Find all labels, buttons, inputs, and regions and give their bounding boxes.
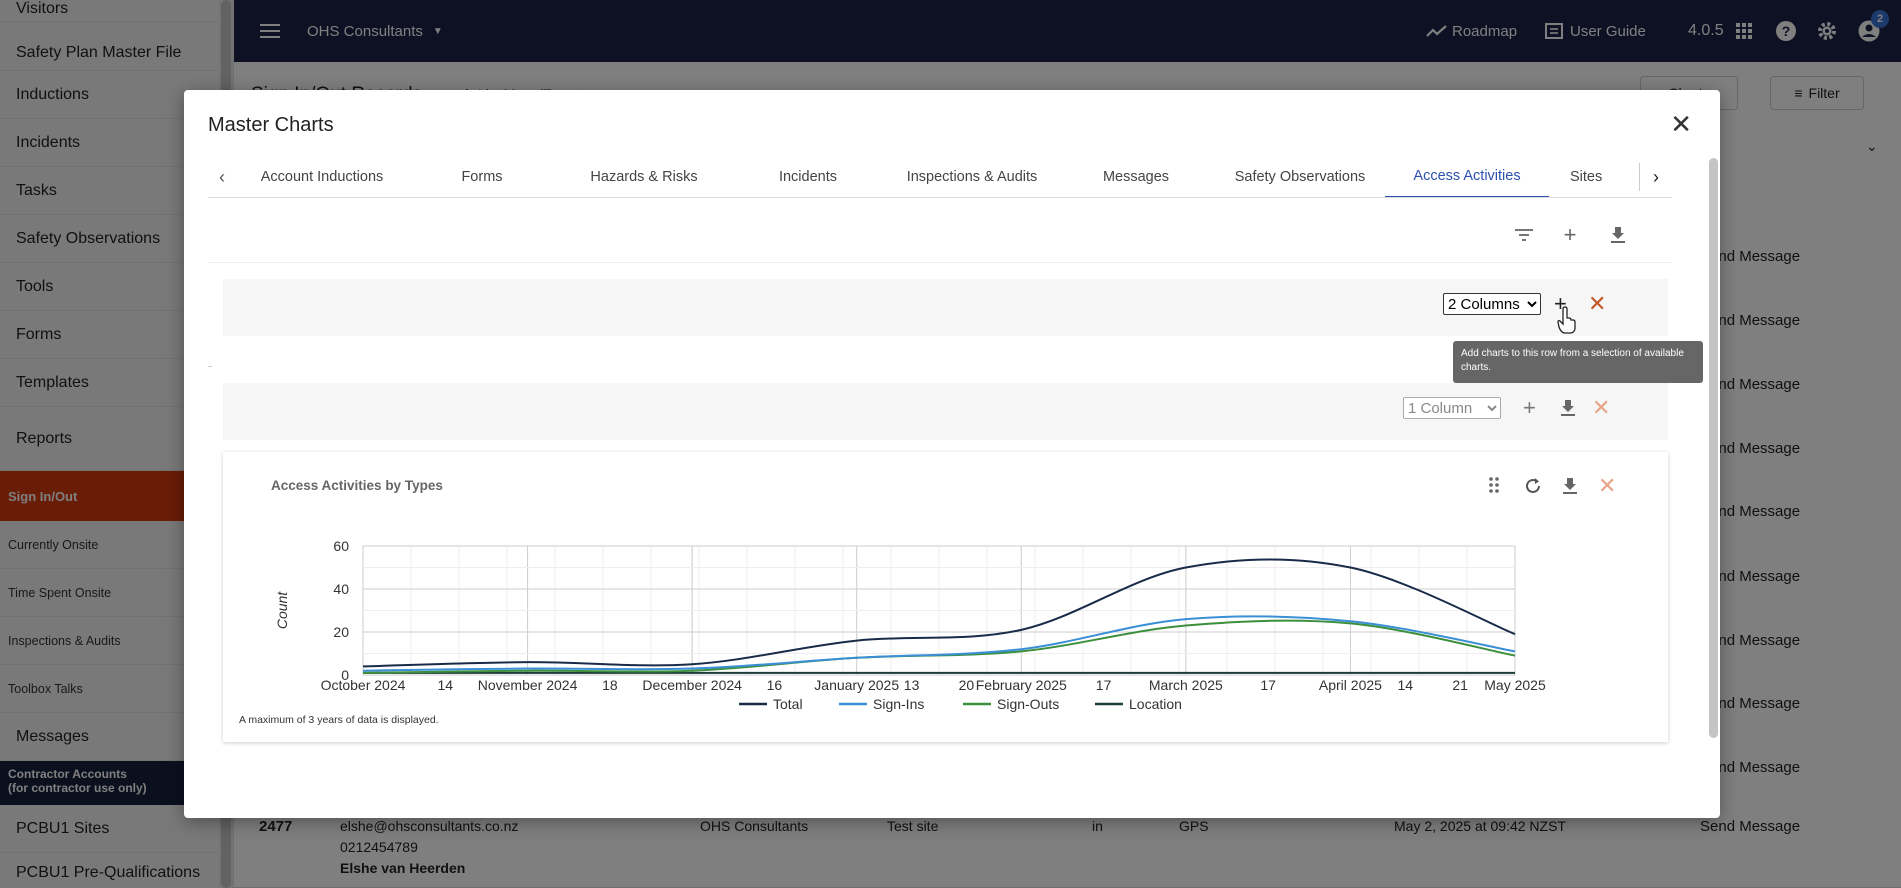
- master-charts-modal: Master Charts ✕ ‹ Account Inductions For…: [184, 90, 1720, 818]
- tab-label: Account Inductions: [260, 169, 384, 185]
- tab-label: Messages: [1102, 169, 1170, 185]
- x-tick-label: 14: [1397, 677, 1413, 693]
- x-tick-label: 13: [904, 677, 920, 693]
- x-tick-label: 17: [1096, 677, 1112, 693]
- chart-footnote: A maximum of 3 years of data is displaye…: [239, 714, 439, 726]
- remove-row-icon[interactable]: ✕: [1588, 291, 1607, 316]
- download-icon[interactable]: [1563, 478, 1577, 499]
- tab-safety-observations[interactable]: Safety Observations: [1218, 156, 1382, 197]
- x-tick-label: March 2025: [1149, 677, 1223, 693]
- x-tick-label: 17: [1260, 677, 1276, 693]
- legend-label: Total: [773, 696, 803, 712]
- download-icon[interactable]: [1605, 222, 1631, 248]
- tab-incidents[interactable]: Incidents: [726, 156, 890, 197]
- x-tick-label: 20: [959, 677, 975, 693]
- tab-label: Sites: [1570, 169, 1603, 185]
- modal-scroll-thumb[interactable]: [1709, 158, 1718, 738]
- divider: [208, 366, 212, 367]
- y-tick-label: 0: [341, 667, 349, 683]
- x-tick-label: 21: [1452, 677, 1468, 693]
- y-tick-label: 20: [333, 624, 349, 640]
- chevron-left-icon[interactable]: ‹: [219, 166, 225, 187]
- tab-messages[interactable]: Messages: [1054, 156, 1218, 197]
- modal-scrollbar[interactable]: [1708, 158, 1720, 738]
- chart-card: Access Activities by Types ✕ 0 20 40 60 Coun…: [223, 452, 1668, 742]
- series-line-sign-ins: [362, 615, 1516, 672]
- legend-label: Sign-Outs: [997, 696, 1059, 712]
- hand-cursor-icon: [1557, 306, 1576, 334]
- tab-inspections-audits[interactable]: Inspections & Audits: [890, 156, 1054, 197]
- chart-row-2: 1 Column + ✕: [223, 383, 1668, 440]
- chevron-right-icon[interactable]: ›: [1640, 156, 1672, 197]
- x-tick-label: 14: [437, 677, 453, 693]
- tab-label: Safety Observations: [1234, 169, 1366, 185]
- x-tick-label: April 2025: [1319, 677, 1382, 693]
- x-tick-label: February 2025: [976, 677, 1067, 693]
- chart-tabs: ‹ Account Inductions Forms Hazards & Ris…: [208, 156, 1672, 198]
- y-tick-label: 60: [333, 538, 349, 554]
- filter-icon[interactable]: [1511, 222, 1537, 248]
- add-chart-icon[interactable]: +: [1523, 395, 1536, 420]
- y-axis-label: Count: [274, 591, 290, 629]
- download-icon[interactable]: [1561, 400, 1575, 421]
- tab-account-inductions[interactable]: Account Inductions: [242, 156, 402, 197]
- add-charts-tooltip: Add charts to this row from a selection …: [1453, 341, 1703, 383]
- row2-columns-select[interactable]: 1 Column: [1403, 397, 1501, 419]
- tab-access-activities[interactable]: Access Activities: [1385, 156, 1549, 197]
- refresh-icon[interactable]: [1523, 476, 1543, 501]
- divider: [208, 262, 1672, 263]
- tab-label: Forms: [461, 169, 503, 185]
- legend-label: Sign-Ins: [873, 696, 924, 712]
- x-tick-label: December 2024: [642, 677, 742, 693]
- tab-sites[interactable]: Sites: [1560, 163, 1640, 191]
- modal-title: Master Charts: [208, 114, 334, 136]
- x-tick-label: May 2025: [1484, 677, 1546, 693]
- drag-handle-icon[interactable]: [1488, 476, 1500, 499]
- series-line-total: [362, 558, 1516, 668]
- add-row-icon[interactable]: +: [1563, 222, 1577, 247]
- close-icon[interactable]: ✕: [1670, 109, 1692, 139]
- line-chart: 0 20 40 60 Count October 2024 14 November 2024 1…: [274, 538, 1546, 712]
- tab-hazards-risks[interactable]: Hazards & Risks: [562, 156, 726, 197]
- row1-columns-select[interactable]: 2 Columns: [1443, 293, 1541, 315]
- x-tick-label: October 2024: [321, 677, 406, 693]
- legend-label: Location: [1129, 696, 1182, 712]
- remove-row-icon[interactable]: ✕: [1592, 395, 1611, 420]
- chart-row-1: 2 Columns + ✕: [223, 279, 1668, 336]
- chart-title: Access Activities by Types: [271, 478, 443, 493]
- tab-label: Incidents: [778, 169, 838, 185]
- remove-chart-icon[interactable]: ✕: [1598, 473, 1617, 498]
- tab-label: Access Activities: [1413, 168, 1521, 184]
- x-tick-label: 16: [767, 677, 783, 693]
- x-tick-label: 18: [602, 677, 618, 693]
- x-tick-label: January 2025: [814, 677, 899, 693]
- tab-label: Hazards & Risks: [590, 169, 698, 185]
- y-tick-label: 40: [333, 581, 349, 597]
- x-tick-label: November 2024: [478, 677, 578, 693]
- tab-label: Inspections & Audits: [906, 169, 1038, 185]
- tab-forms[interactable]: Forms: [402, 156, 562, 197]
